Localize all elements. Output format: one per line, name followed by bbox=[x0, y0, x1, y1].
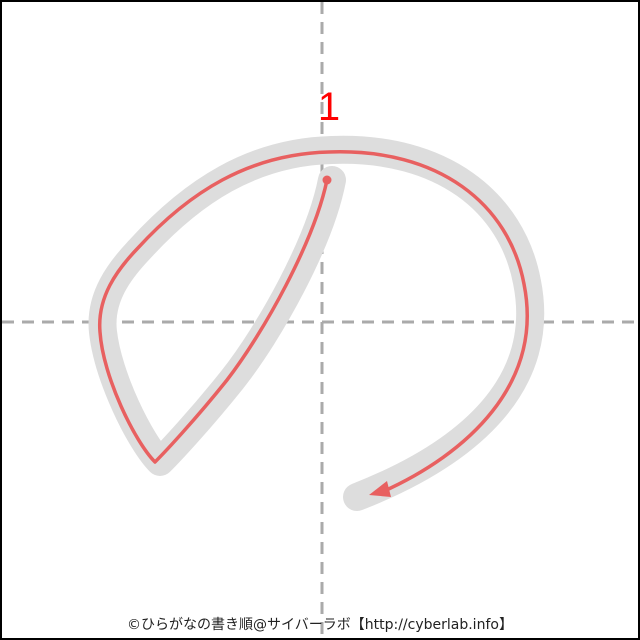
stroke-1-number-label: 1 bbox=[318, 85, 340, 129]
stroke-1-path bbox=[98, 150, 529, 494]
copyright-credit: ©ひらがなの書き順@サイバーラボ【http://cyberlab.info】 bbox=[127, 617, 513, 633]
glyph-shadow bbox=[88, 135, 545, 511]
stroke-1-start-dot bbox=[322, 175, 332, 185]
stroke-1-direction-arrow bbox=[369, 481, 391, 497]
